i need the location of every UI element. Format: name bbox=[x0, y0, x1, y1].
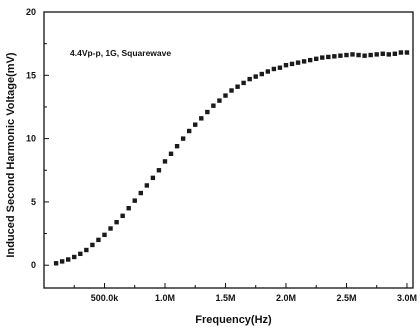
data-point bbox=[120, 213, 125, 219]
data-points bbox=[53, 50, 410, 266]
data-point bbox=[241, 80, 246, 86]
data-point bbox=[193, 122, 198, 127]
data-point bbox=[205, 109, 210, 115]
y-tick-label: 20 bbox=[26, 7, 36, 17]
data-point bbox=[114, 219, 119, 225]
data-point bbox=[217, 98, 222, 103]
data-point bbox=[253, 74, 258, 79]
x-tick-label: 3.0M bbox=[397, 293, 417, 303]
data-point bbox=[53, 261, 59, 266]
data-point bbox=[398, 50, 404, 55]
data-point bbox=[271, 66, 277, 72]
data-point bbox=[126, 206, 131, 211]
data-point bbox=[186, 128, 192, 134]
x-tick-label: 2.5M bbox=[336, 293, 356, 303]
data-point bbox=[259, 71, 264, 77]
data-point bbox=[320, 55, 325, 60]
data-point bbox=[404, 50, 410, 55]
data-point bbox=[380, 51, 385, 56]
data-point bbox=[386, 52, 391, 57]
x-tick-label: 1.5M bbox=[215, 293, 235, 303]
plot-frame bbox=[43, 11, 414, 289]
x-axis-title: Frequency(Hz) bbox=[195, 314, 272, 326]
y-tick-label: 5 bbox=[31, 197, 36, 207]
data-point bbox=[108, 226, 113, 231]
ticks-layer: 500.0k 1.0M 1.5M 2.0M 2.5M 3.0M 0 5 10 15 20 bbox=[26, 7, 417, 303]
data-point bbox=[277, 65, 283, 70]
data-point bbox=[301, 59, 307, 64]
data-point bbox=[229, 88, 234, 93]
data-point bbox=[72, 254, 77, 260]
x-tick-label: 1.0M bbox=[155, 293, 175, 303]
y-tick-label: 0 bbox=[31, 260, 36, 270]
data-point bbox=[59, 259, 65, 264]
data-point bbox=[368, 52, 373, 58]
data-point bbox=[295, 60, 301, 65]
y-axis-title: Induced Second Harmonic Voltage(mV) bbox=[5, 52, 17, 257]
chart-annotation: 4.4Vp-p, 1G, Squarewave bbox=[70, 48, 171, 58]
data-point bbox=[223, 93, 228, 98]
data-point bbox=[144, 183, 150, 188]
x-tick-label: 500.0k bbox=[91, 293, 120, 303]
data-point bbox=[180, 136, 186, 141]
data-point bbox=[102, 232, 107, 238]
data-point bbox=[283, 62, 289, 68]
data-point bbox=[338, 53, 343, 58]
data-point bbox=[392, 51, 398, 56]
data-point bbox=[132, 198, 137, 203]
y-tick-label: 10 bbox=[26, 134, 36, 144]
data-point bbox=[265, 69, 271, 74]
data-point bbox=[314, 56, 319, 62]
data-point bbox=[150, 175, 156, 181]
data-point bbox=[156, 168, 162, 173]
data-point bbox=[247, 76, 252, 82]
data-point bbox=[78, 251, 83, 257]
data-point bbox=[84, 247, 89, 253]
data-point bbox=[350, 52, 355, 57]
data-point bbox=[162, 159, 168, 164]
data-point bbox=[374, 52, 379, 57]
data-point bbox=[344, 52, 349, 58]
data-point bbox=[66, 257, 71, 262]
data-point bbox=[90, 242, 95, 248]
data-point bbox=[96, 237, 101, 243]
data-point bbox=[326, 54, 331, 60]
data-point bbox=[168, 151, 174, 156]
data-point bbox=[356, 52, 361, 58]
data-point bbox=[289, 61, 295, 67]
y-tick-label: 15 bbox=[26, 70, 36, 80]
x-tick-label: 2.0M bbox=[276, 293, 296, 303]
data-point bbox=[307, 57, 313, 63]
data-point bbox=[332, 54, 337, 59]
data-point bbox=[235, 84, 240, 89]
data-point bbox=[199, 116, 204, 121]
data-point bbox=[138, 190, 143, 196]
data-point bbox=[211, 103, 216, 108]
data-point bbox=[362, 53, 367, 58]
data-point bbox=[174, 144, 180, 149]
